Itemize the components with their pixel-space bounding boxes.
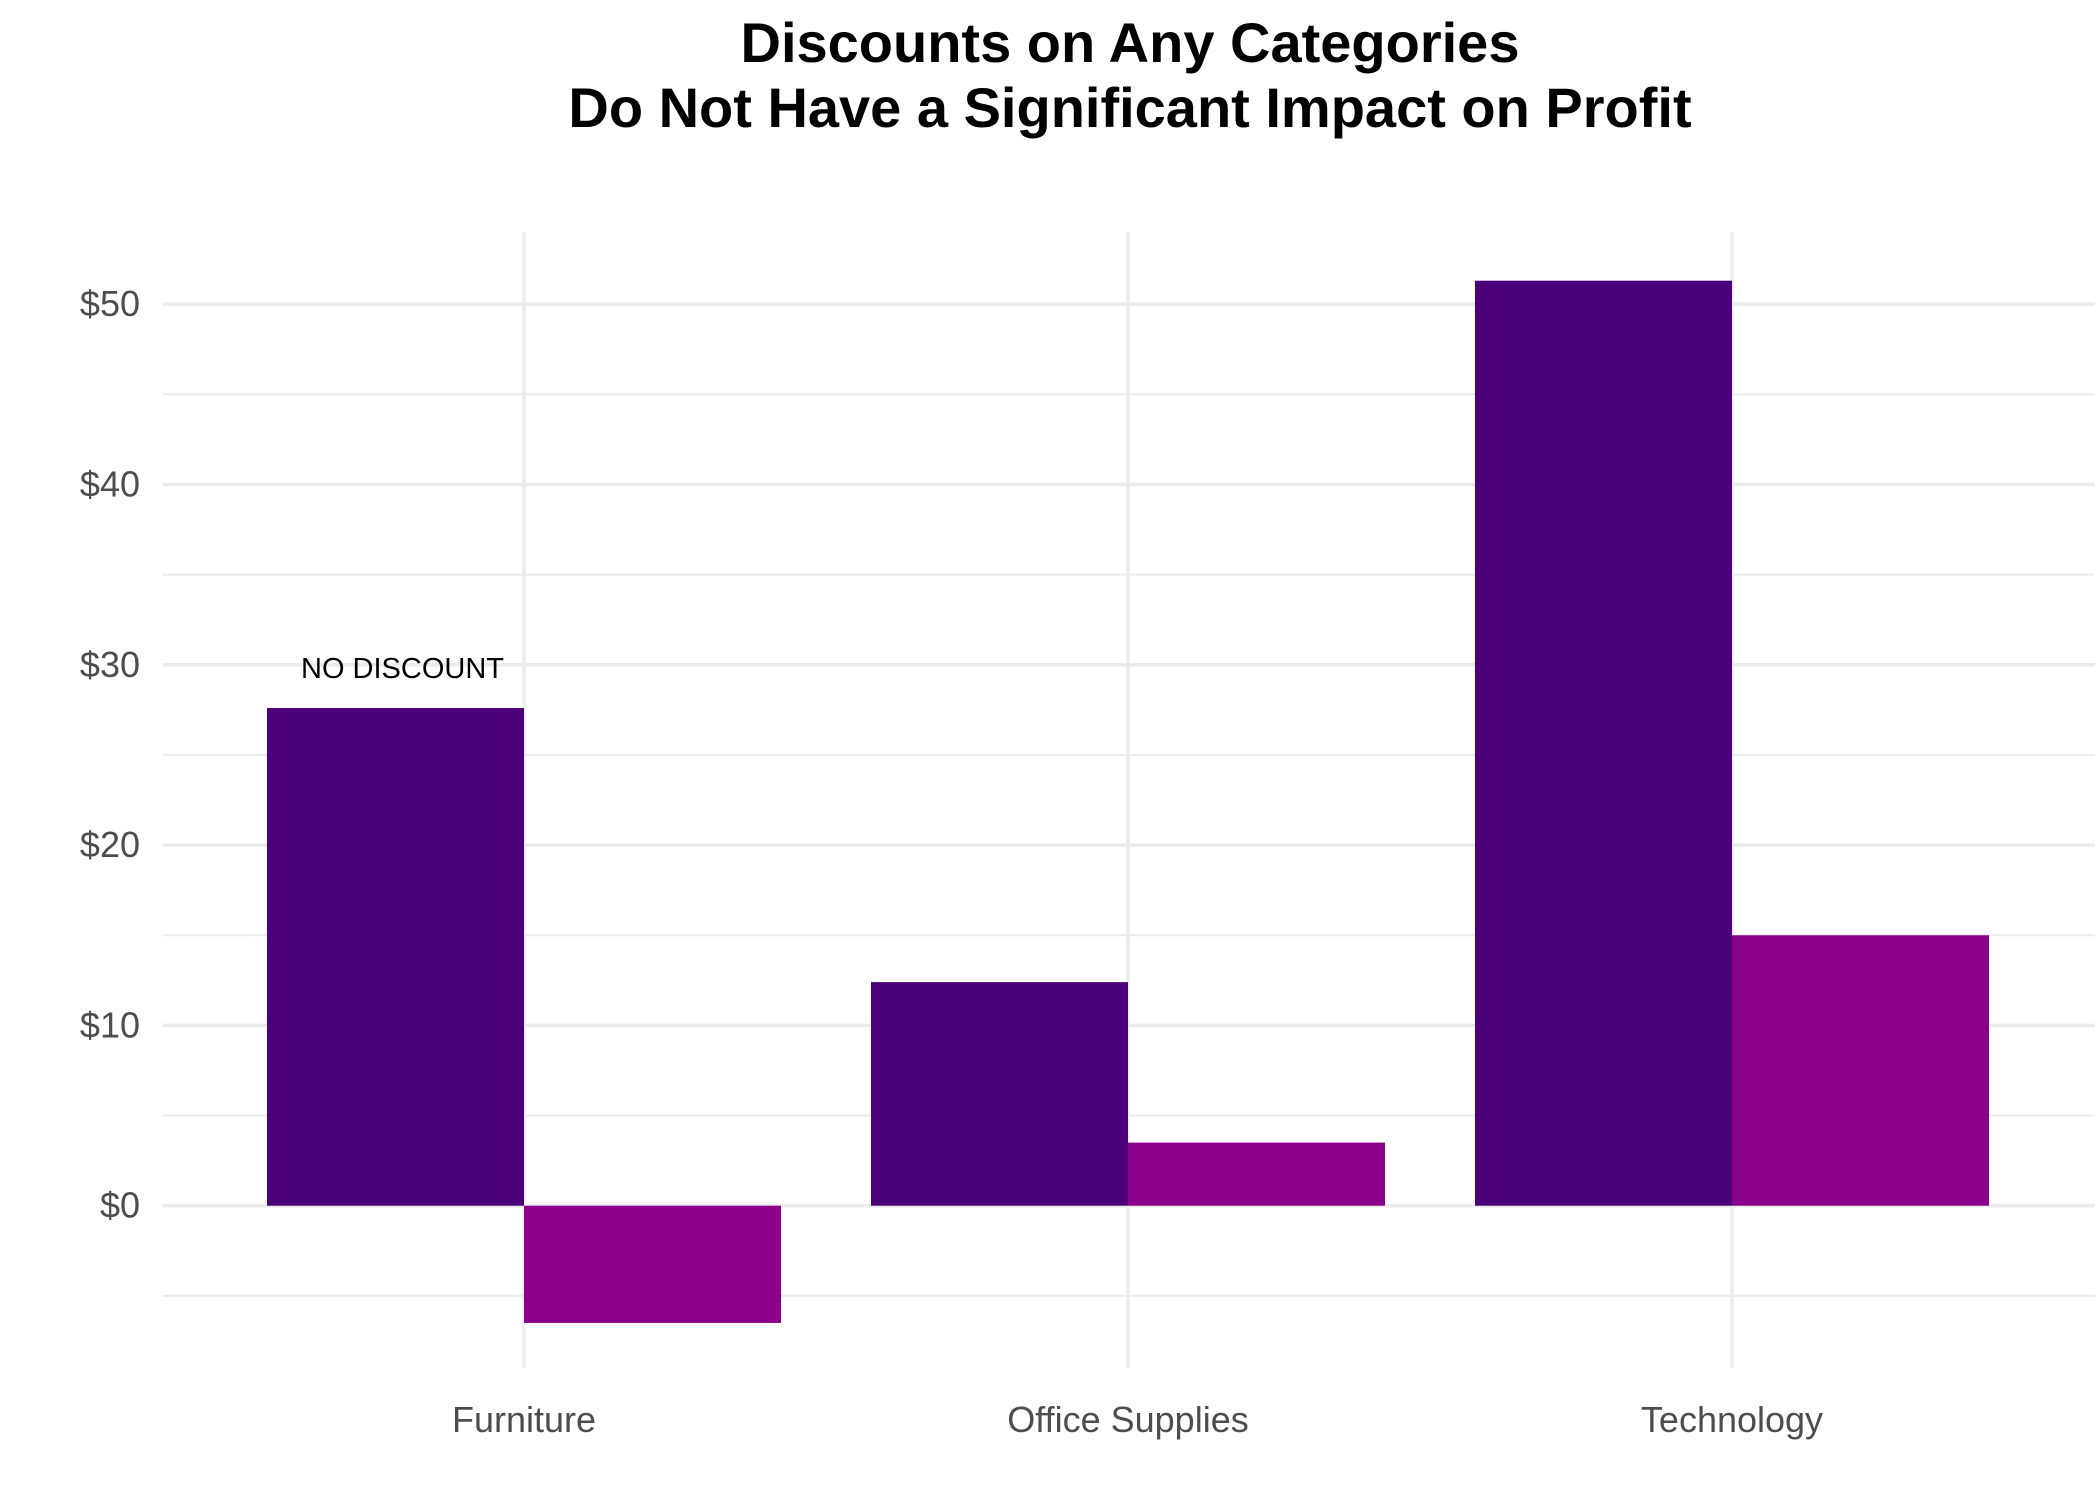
bar-technology-series-1 [1475,280,1732,1206]
x-tick-label: Office Supplies [1007,1399,1248,1440]
y-tick-label: $20 [80,824,140,865]
bar-furniture-series-2 [524,1205,781,1323]
bar-technology-series-2 [1732,935,1989,1206]
y-tick-label: $10 [80,1004,140,1045]
bar-annotation: NO DISCOUNT [301,653,504,685]
chart-title: Discounts on Any Categories Do Not Have … [568,11,1691,139]
bars [267,280,1989,1323]
x-tick-label: Furniture [452,1399,596,1440]
chart-title-line-1: Discounts on Any Categories [741,11,1520,74]
y-tick-label: $40 [80,463,140,504]
y-tick-label: $0 [100,1185,140,1226]
y-tick-label: $50 [80,283,140,324]
bar-office-supplies-series-1 [871,982,1128,1206]
y-tick-label: $30 [80,644,140,685]
x-tick-label: Technology [1641,1399,1823,1440]
chart-title-line-2: Do Not Have a Significant Impact on Prof… [568,76,1691,139]
labels: $0 $10 $20 $30 $40 $50 Furniture Office Supplie… [80,283,1823,1440]
bar-furniture-series-1 [267,708,524,1206]
bar-office-supplies-series-2 [1128,1142,1385,1206]
